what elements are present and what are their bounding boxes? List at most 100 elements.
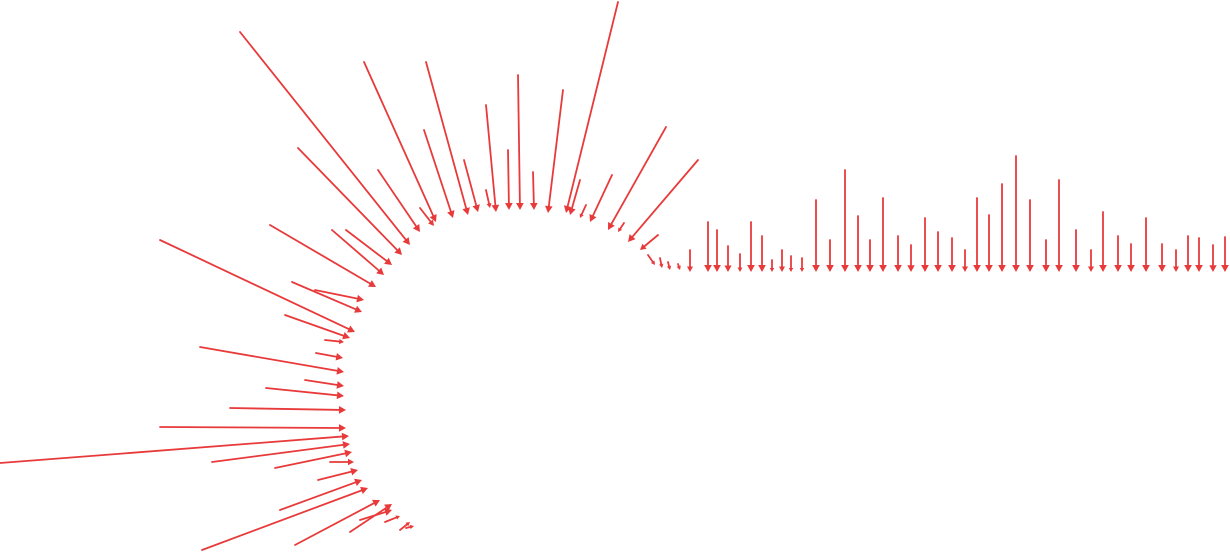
arrow [618, 222, 625, 232]
arrow [1209, 244, 1217, 272]
arrow-head [338, 406, 346, 414]
arrow-head [356, 294, 364, 303]
arrow-head [841, 265, 849, 272]
arrow [1172, 249, 1180, 272]
arrow-head [338, 424, 346, 432]
arrow [291, 281, 362, 313]
arrow [201, 486, 368, 551]
arrow-head [579, 213, 584, 218]
arrow [1055, 179, 1063, 272]
arrow [317, 467, 358, 481]
arrow [516, 74, 524, 210]
arrow-shaft [419, 207, 433, 225]
arrow-head [778, 266, 786, 272]
arrow [229, 406, 346, 414]
arrow-shaft [363, 61, 436, 220]
arrow [948, 237, 956, 272]
arrow-head [907, 265, 915, 272]
arrow-head [376, 267, 384, 275]
arrow [159, 239, 355, 333]
arrow [769, 259, 775, 272]
arrow-head [1221, 265, 1229, 272]
arrow-head [788, 268, 794, 272]
arrow [737, 253, 743, 272]
arrow-shaft [377, 169, 419, 230]
arrow-head [618, 227, 623, 232]
arrow-head [372, 499, 380, 507]
arrow [279, 478, 362, 511]
arrow-shaft [629, 159, 699, 240]
arrow [961, 249, 969, 272]
arrow [788, 255, 794, 272]
arrow [640, 234, 659, 250]
arrow-shaft [279, 480, 359, 511]
arrow-shaft [314, 289, 361, 301]
arrow [758, 235, 766, 272]
arrow-head [429, 214, 437, 222]
arrow-head [350, 467, 358, 476]
arrow [269, 224, 376, 287]
arrow-head [472, 204, 480, 212]
arrow [1127, 243, 1135, 272]
arrow-head [826, 265, 834, 272]
arrow-head [447, 210, 455, 218]
arrow [854, 215, 862, 272]
arrow [568, 179, 581, 215]
arrow-head [402, 237, 410, 245]
arrow-head [394, 247, 402, 255]
arrow [985, 214, 993, 272]
arrow [1099, 211, 1107, 272]
arrow-shaft [566, 1, 619, 210]
arrow [628, 159, 699, 242]
arrow-head [1026, 265, 1034, 272]
arrow [921, 217, 929, 272]
arrow-head [1012, 265, 1020, 272]
arrow-head [344, 449, 352, 458]
arrow-shaft [269, 224, 374, 286]
arrow [841, 169, 849, 272]
arrow [934, 231, 942, 272]
arrow [329, 458, 354, 466]
arrow-head [347, 325, 355, 333]
arrow-head [812, 265, 820, 272]
arrow [713, 229, 721, 272]
arrow-head [338, 338, 344, 345]
arrow-shaft [284, 314, 347, 338]
arrow [1026, 199, 1034, 272]
arrow-head [1172, 266, 1180, 272]
arrow-head [1055, 265, 1063, 272]
arrow-head [1195, 265, 1203, 272]
arrow-head [676, 265, 681, 270]
arrow-head [336, 381, 344, 389]
arrow-shaft [580, 204, 587, 217]
arrow [485, 104, 500, 212]
arrow-head [879, 265, 887, 272]
arrow-head [1042, 265, 1050, 272]
arrow [463, 159, 480, 212]
arrow [405, 524, 414, 530]
arrow [211, 441, 350, 463]
arrow-shaft [265, 387, 341, 397]
arrow-shaft [159, 426, 343, 429]
arrow [284, 314, 350, 340]
arrow-shaft [399, 522, 410, 531]
arrow-head [354, 478, 362, 487]
arrow-shaft [485, 189, 491, 207]
arrow-head [686, 266, 694, 272]
arrow [324, 338, 344, 345]
arrow-head [1184, 265, 1192, 272]
arrow [485, 189, 492, 208]
arrow [973, 197, 981, 272]
arrow [778, 249, 786, 272]
arrow [1158, 243, 1166, 272]
arrow-head [563, 205, 572, 213]
arrow-head [608, 222, 615, 230]
arrow-head [516, 202, 524, 210]
arrow [1114, 235, 1122, 272]
arrow [579, 204, 587, 218]
arrow-shaft [609, 126, 667, 228]
arrow [799, 257, 805, 272]
arrow-head [354, 305, 362, 313]
arrow-head [368, 280, 376, 287]
